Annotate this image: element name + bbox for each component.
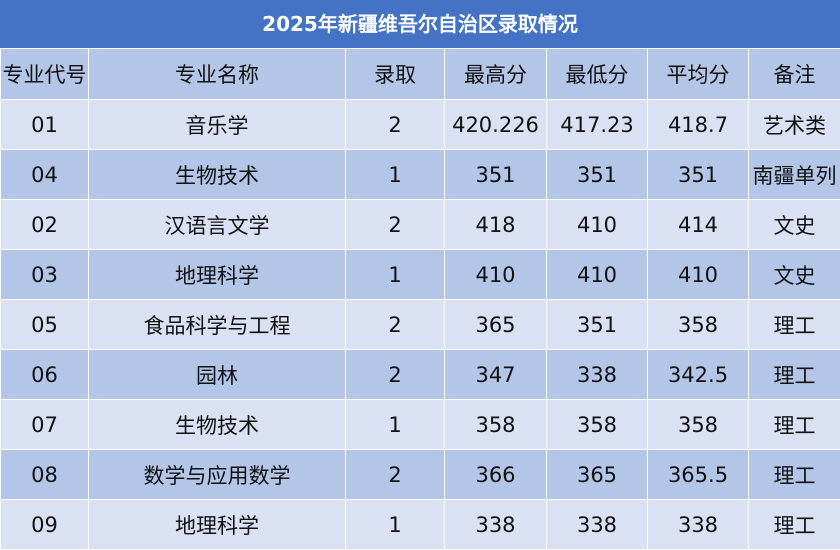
table-cell: 食品科学与工程 bbox=[88, 299, 346, 350]
table-cell: 地理科学 bbox=[88, 499, 346, 550]
table-body: 专业代号 专业名称 录取 最高分 最低分 平均分 备注 01 音乐学 2 420.226 417.23… bbox=[0, 48, 840, 550]
table-cell: 03 bbox=[0, 249, 89, 300]
column-header: 备注 bbox=[748, 48, 840, 100]
column-header: 平均分 bbox=[647, 48, 749, 100]
table-cell: 342.5 bbox=[647, 349, 749, 400]
table-cell: 351 bbox=[444, 149, 547, 200]
column-header: 最低分 bbox=[546, 48, 648, 100]
table-row: 03 地理科学 1 410 410 410 文史 bbox=[0, 249, 840, 300]
table-cell: 414 bbox=[647, 199, 749, 250]
table-cell: 理工 bbox=[748, 449, 840, 500]
table-cell: 艺术类 bbox=[748, 99, 840, 150]
table-cell: 南疆单列 bbox=[748, 149, 840, 200]
table-cell: 文史 bbox=[748, 199, 840, 250]
column-header: 专业代号 bbox=[0, 48, 89, 100]
table-cell: 04 bbox=[0, 149, 89, 200]
table-cell: 1 bbox=[345, 499, 445, 550]
table-cell: 理工 bbox=[748, 349, 840, 400]
table-row: 01 音乐学 2 420.226 417.23 418.7 艺术类 bbox=[0, 99, 840, 150]
table-cell: 358 bbox=[444, 399, 547, 450]
table-cell: 02 bbox=[0, 199, 89, 250]
table-cell: 338 bbox=[546, 499, 648, 550]
table-cell: 2 bbox=[345, 449, 445, 500]
header-row: 专业代号 专业名称 录取 最高分 最低分 平均分 备注 bbox=[0, 48, 840, 100]
column-header: 专业名称 bbox=[88, 48, 346, 100]
table-cell: 417.23 bbox=[546, 99, 648, 150]
table-cell: 05 bbox=[0, 299, 89, 350]
table-cell: 1 bbox=[345, 249, 445, 300]
table-row: 09 地理科学 1 338 338 338 理工 bbox=[0, 499, 840, 550]
table-cell: 338 bbox=[546, 349, 648, 400]
table-cell: 08 bbox=[0, 449, 89, 500]
table-cell: 汉语言文学 bbox=[88, 199, 346, 250]
table-cell: 文史 bbox=[748, 249, 840, 300]
table-row: 08 数学与应用数学 2 366 365 365.5 理工 bbox=[0, 449, 840, 500]
table-cell: 365 bbox=[444, 299, 547, 350]
admission-table: 专业代号 专业名称 录取 最高分 最低分 平均分 备注 01 音乐学 2 420.226 417.23… bbox=[0, 48, 840, 550]
table-cell: 366 bbox=[444, 449, 547, 500]
table-cell: 理工 bbox=[748, 399, 840, 450]
table-cell: 418.7 bbox=[647, 99, 749, 150]
table-cell: 420.226 bbox=[444, 99, 547, 150]
table-cell: 410 bbox=[444, 249, 547, 300]
table-cell: 1 bbox=[345, 149, 445, 200]
table-cell: 理工 bbox=[748, 299, 840, 350]
table-cell: 音乐学 bbox=[88, 99, 346, 150]
table-cell: 410 bbox=[647, 249, 749, 300]
table-cell: 2 bbox=[345, 299, 445, 350]
table-cell: 338 bbox=[647, 499, 749, 550]
table-title: 2025年新疆维吾尔自治区录取情况 bbox=[0, 0, 840, 48]
table-cell: 2 bbox=[345, 199, 445, 250]
table-cell: 338 bbox=[444, 499, 547, 550]
table-cell: 410 bbox=[546, 199, 648, 250]
table-cell: 351 bbox=[546, 299, 648, 350]
table-cell: 351 bbox=[647, 149, 749, 200]
table-cell: 365.5 bbox=[647, 449, 749, 500]
table-cell: 410 bbox=[546, 249, 648, 300]
table-cell: 358 bbox=[647, 399, 749, 450]
table-cell: 数学与应用数学 bbox=[88, 449, 346, 500]
table-cell: 358 bbox=[647, 299, 749, 350]
table-cell: 2 bbox=[345, 349, 445, 400]
table-cell: 园林 bbox=[88, 349, 346, 400]
table-cell: 01 bbox=[0, 99, 89, 150]
table-cell: 347 bbox=[444, 349, 547, 400]
table-cell: 418 bbox=[444, 199, 547, 250]
table-row: 02 汉语言文学 2 418 410 414 文史 bbox=[0, 199, 840, 250]
table-row: 05 食品科学与工程 2 365 351 358 理工 bbox=[0, 299, 840, 350]
table-cell: 生物技术 bbox=[88, 399, 346, 450]
table-cell: 07 bbox=[0, 399, 89, 450]
table-cell: 351 bbox=[546, 149, 648, 200]
table-row: 06 园林 2 347 338 342.5 理工 bbox=[0, 349, 840, 400]
table-cell: 1 bbox=[345, 399, 445, 450]
table-cell: 地理科学 bbox=[88, 249, 346, 300]
table-cell: 358 bbox=[546, 399, 648, 450]
table-cell: 2 bbox=[345, 99, 445, 150]
table-cell: 09 bbox=[0, 499, 89, 550]
column-header: 录取 bbox=[345, 48, 445, 100]
table-cell: 365 bbox=[546, 449, 648, 500]
table-cell: 理工 bbox=[748, 499, 840, 550]
column-header: 最高分 bbox=[444, 48, 547, 100]
table-cell: 生物技术 bbox=[88, 149, 346, 200]
table-row: 07 生物技术 1 358 358 358 理工 bbox=[0, 399, 840, 450]
table-cell: 06 bbox=[0, 349, 89, 400]
table-row: 04 生物技术 1 351 351 351 南疆单列 bbox=[0, 149, 840, 200]
